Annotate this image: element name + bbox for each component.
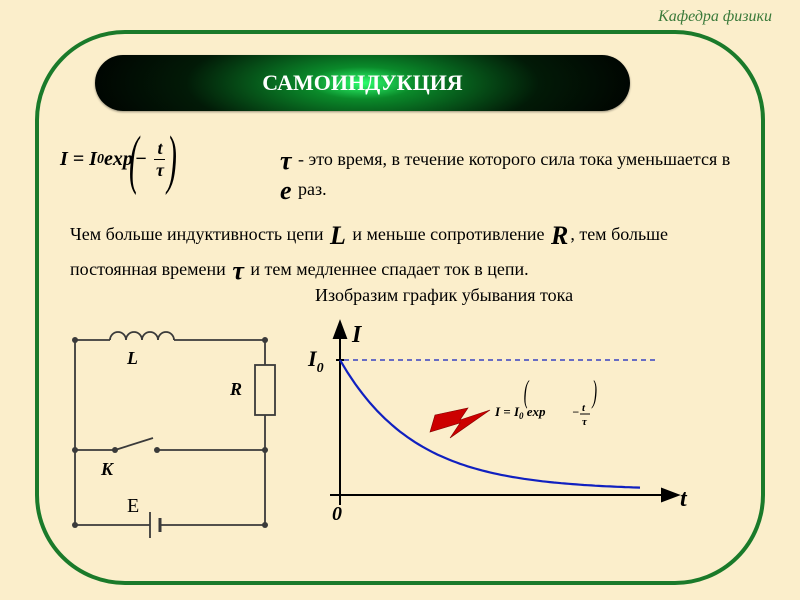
graph-origin: 0 (332, 503, 342, 525)
formula-lhs: I = I (60, 148, 97, 171)
decay-graph: I I0 t 0 I = I0 exp ( − t τ ) (300, 320, 710, 560)
svg-text:−: − (572, 405, 579, 419)
para-L: L (328, 218, 348, 253)
tau-definition: τ - это время, в течение которого сила т… (278, 146, 743, 206)
tau-text1: - это время, в течение которого сила ток… (298, 149, 730, 169)
frac-num: t (154, 138, 165, 160)
lparen-icon: ( (129, 143, 139, 176)
circuit-L-label: L (126, 348, 138, 368)
rparen-icon: ) (167, 143, 177, 176)
main-formula: I = I0 exp ( − t τ ) (60, 138, 173, 181)
circuit-K-label: K (100, 459, 115, 479)
para-tau: τ (230, 253, 246, 288)
circuit-diagram: L R K E (65, 320, 275, 550)
frac-den: τ (153, 160, 167, 181)
para-t1: Чем больше индуктивность цепи (70, 224, 328, 244)
formula-sub0: 0 (97, 152, 104, 168)
circuit-E-label: E (127, 495, 139, 517)
para-t4: и тем медленнее спадает ток в цепи. (246, 259, 529, 279)
tau-symbol: τ (278, 146, 294, 176)
graph-ylabel: I (351, 322, 363, 348)
graph-caption: Изобразим график убывания тока (315, 285, 573, 306)
graph-xlabel: t (680, 486, 688, 512)
svg-text:t: t (582, 402, 586, 414)
para-R: R (549, 218, 570, 253)
slide-title: САМОИНДУКЦИЯ (95, 55, 630, 111)
formula-fraction: t τ (153, 138, 167, 181)
e-symbol: e (278, 176, 294, 206)
svg-text:I = I0 exp: I = I0 exp (494, 404, 546, 421)
para-t2: и меньше сопротивление (348, 224, 549, 244)
tau-text2: раз. (298, 179, 327, 199)
lightning-icon (430, 408, 490, 438)
svg-text:τ: τ (582, 416, 588, 428)
circuit-R-label: R (229, 379, 242, 399)
department-label: Кафедра физики (658, 8, 772, 26)
svg-text:): ) (591, 375, 597, 410)
graph-I0-label: I0 (307, 346, 324, 376)
explanation-paragraph: Чем больше индуктивность цепи L и меньше… (70, 218, 750, 288)
